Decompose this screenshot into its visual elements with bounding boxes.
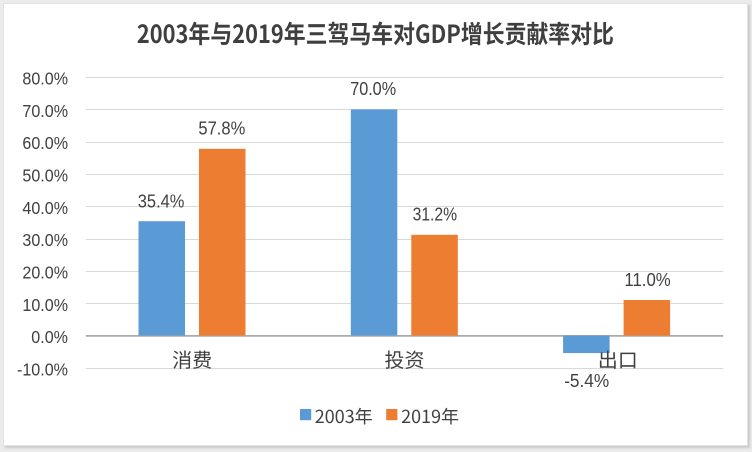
svg-text:60.0%: 60.0% (22, 133, 68, 153)
svg-text:80.0%: 80.0% (22, 69, 68, 89)
svg-text:50.0%: 50.0% (22, 166, 68, 186)
svg-text:0.0%: 0.0% (31, 327, 68, 347)
svg-text:31.2%: 31.2% (413, 203, 458, 224)
svg-text:11.0%: 11.0% (624, 269, 670, 290)
svg-text:30.0%: 30.0% (22, 230, 68, 250)
svg-text:70.0%: 70.0% (22, 101, 68, 121)
svg-text:10.0%: 10.0% (22, 295, 68, 315)
svg-text:40.0%: 40.0% (22, 198, 68, 218)
svg-text:-5.4%: -5.4% (564, 370, 609, 391)
svg-text:-10.0%: -10.0% (17, 359, 68, 379)
svg-text:70.0%: 70.0% (350, 78, 396, 99)
svg-text:20.0%: 20.0% (22, 263, 68, 283)
svg-text:57.8%: 57.8% (198, 117, 245, 138)
svg-text:35.4%: 35.4% (138, 190, 185, 211)
